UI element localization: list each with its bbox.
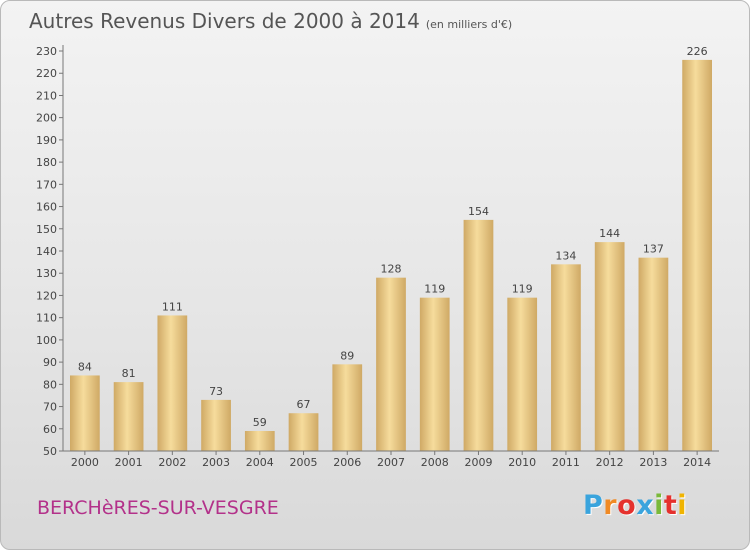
data-label-2000: 84 [78, 360, 92, 373]
y-tick-label: 70 [43, 401, 57, 414]
x-tick-label-2008: 2008 [421, 456, 449, 469]
x-tick-label-2002: 2002 [158, 456, 186, 469]
chart-subtitle: (en milliers d'€) [425, 18, 513, 31]
logo-letter: r [603, 490, 618, 521]
y-tick-label: 170 [36, 178, 57, 191]
y-tick-label: 80 [43, 378, 57, 391]
logo-letter: t [663, 490, 678, 521]
x-tick-label-2003: 2003 [202, 456, 230, 469]
bar-2005 [288, 413, 319, 451]
x-tick-label-2001: 2001 [115, 456, 143, 469]
data-labels: 84 81 111 73 59 67 89 128 119 154 119 134 144 137 226 [78, 45, 708, 429]
logo-letter: o [617, 490, 637, 521]
data-label-2008: 119 [424, 283, 445, 296]
bar-2008 [419, 297, 450, 451]
y-tick-label: 210 [36, 89, 57, 102]
bar-2007 [376, 277, 406, 451]
data-label-2004: 59 [253, 416, 267, 429]
chart-title-block: Autres Revenus Divers de 2000 à 2014 (en … [29, 9, 512, 33]
x-tick-label-2007: 2007 [377, 456, 405, 469]
bar-2014 [682, 59, 713, 452]
bar-2004 [244, 431, 275, 451]
data-label-2006: 89 [340, 349, 354, 362]
y-tick-label: 230 [36, 45, 57, 58]
y-tick-label: 50 [43, 445, 57, 458]
bar-2011 [551, 264, 581, 451]
bar-2013 [638, 257, 669, 451]
y-tick-label: 150 [36, 223, 57, 236]
data-label-2003: 73 [209, 385, 223, 398]
data-label-2013: 137 [643, 243, 664, 256]
y-tick-label: 60 [43, 423, 57, 436]
data-label-2007: 128 [381, 263, 402, 276]
bar-2000 [69, 375, 100, 451]
logo-letter: i [654, 490, 664, 521]
bar-2006 [332, 364, 363, 451]
bar-2010 [507, 297, 538, 451]
proxiti-logo: Proxiti [583, 490, 687, 521]
bar-2012 [594, 242, 625, 451]
x-tick-label-2011: 2011 [552, 456, 580, 469]
data-label-2012: 144 [599, 227, 620, 240]
logo-letter: P [583, 490, 604, 521]
x-tick-label-2012: 2012 [596, 456, 624, 469]
logo-letter: x [636, 490, 655, 521]
axes: 50 60 70 80 90 100 110 120 130 140 150 160 170 180 190… [36, 45, 719, 469]
y-tick-label: 160 [36, 201, 57, 214]
data-label-2002: 111 [162, 300, 183, 313]
y-tick-label: 90 [43, 356, 57, 369]
y-tick-label: 140 [36, 245, 57, 258]
x-tick-label-2004: 2004 [246, 456, 274, 469]
bar-2009 [463, 219, 494, 451]
y-tick-label: 180 [36, 156, 57, 169]
y-tick-label: 120 [36, 289, 57, 302]
x-tick-label-2006: 2006 [333, 456, 361, 469]
y-tick-label: 190 [36, 134, 57, 147]
data-label-2011: 134 [555, 249, 576, 262]
location-name: BERCHèRES-SUR-VESGRE [37, 497, 279, 519]
logo-letter: i [677, 490, 688, 521]
x-tick-label-2009: 2009 [464, 456, 492, 469]
x-tick-label-2014: 2014 [683, 456, 711, 469]
chart-title: Autres Revenus Divers de 2000 à 2014 [29, 9, 420, 33]
x-tick-label-2013: 2013 [639, 456, 667, 469]
y-tick-label: 110 [36, 312, 57, 325]
data-label-2005: 67 [297, 398, 311, 411]
x-tick-label-2005: 2005 [290, 456, 318, 469]
bar-2002 [157, 315, 188, 451]
bar-2003 [201, 399, 231, 451]
data-label-2014: 226 [687, 45, 708, 58]
data-label-2001: 81 [122, 367, 136, 380]
bar-chart: 50 60 70 80 90 100 110 120 130 140 150 160 170 180 190… [36, 45, 719, 469]
y-tick-label: 100 [36, 334, 57, 347]
bar-2001 [113, 382, 144, 451]
data-label-2009: 154 [468, 205, 489, 218]
bars [69, 59, 713, 452]
x-tick-label-2000: 2000 [71, 456, 99, 469]
data-label-2010: 119 [512, 283, 533, 296]
y-tick-label: 200 [36, 112, 57, 125]
x-tick-label-2010: 2010 [508, 456, 536, 469]
y-tick-label: 130 [36, 267, 57, 280]
y-tick-label: 220 [36, 67, 57, 80]
